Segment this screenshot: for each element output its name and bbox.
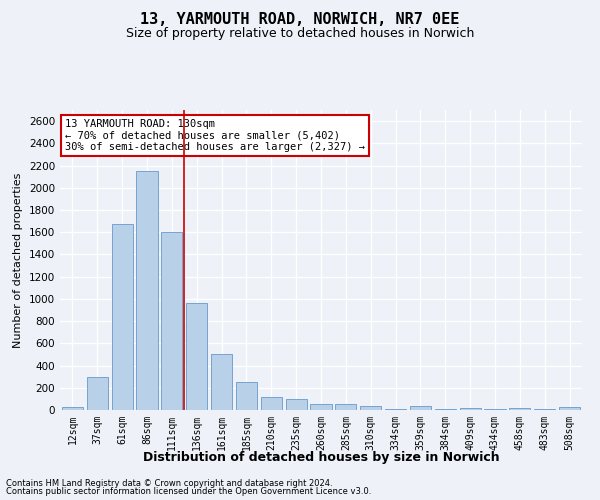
Bar [161,232,182,410]
Bar [335,404,356,410]
Text: Contains HM Land Registry data © Crown copyright and database right 2024.: Contains HM Land Registry data © Crown c… [6,478,332,488]
Bar [186,304,207,410]
Bar [261,396,282,410]
Text: 13 YARMOUTH ROAD: 130sqm
← 70% of detached houses are smaller (5,402)
30% of sem: 13 YARMOUTH ROAD: 130sqm ← 70% of detach… [65,119,365,152]
Text: Distribution of detached houses by size in Norwich: Distribution of detached houses by size … [143,451,499,464]
Bar [360,406,381,410]
Bar [286,399,307,410]
Bar [62,407,83,410]
Bar [559,407,580,410]
Bar [136,171,158,410]
Text: Contains public sector information licensed under the Open Government Licence v3: Contains public sector information licen… [6,487,371,496]
Bar [460,408,481,410]
Bar [410,406,431,410]
Bar [509,408,530,410]
Bar [236,382,257,410]
Y-axis label: Number of detached properties: Number of detached properties [13,172,23,348]
Bar [310,404,332,410]
Bar [87,376,108,410]
Bar [211,354,232,410]
Text: Size of property relative to detached houses in Norwich: Size of property relative to detached ho… [126,28,474,40]
Text: 13, YARMOUTH ROAD, NORWICH, NR7 0EE: 13, YARMOUTH ROAD, NORWICH, NR7 0EE [140,12,460,28]
Bar [112,224,133,410]
